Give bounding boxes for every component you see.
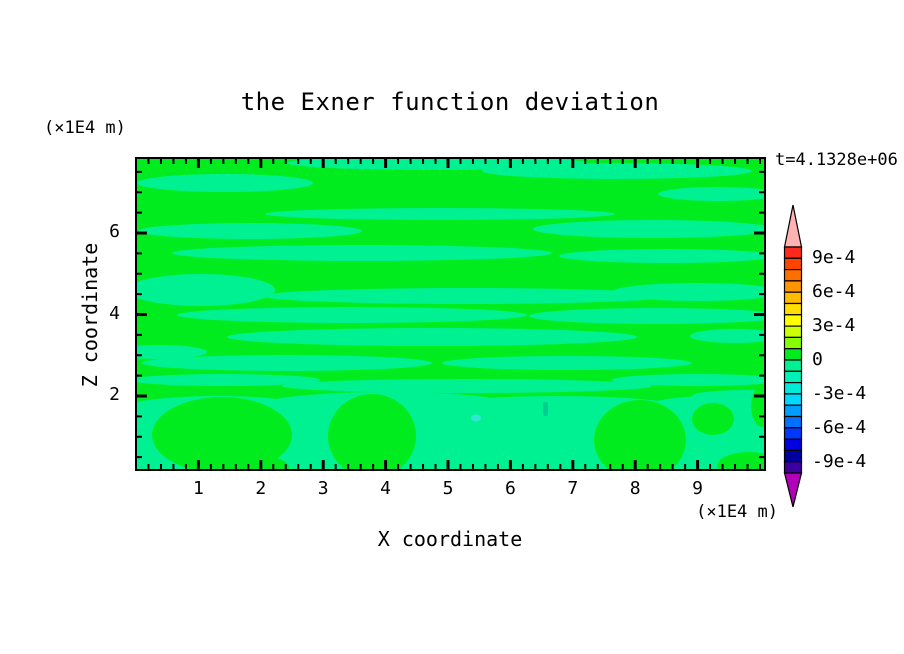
colorbar-segment — [783, 370, 803, 384]
contour-plot-area — [135, 157, 766, 471]
x-axis-unit-label: (×1E4 m) — [696, 502, 778, 522]
mint-streak — [690, 329, 764, 343]
mint-streak — [137, 274, 275, 306]
colorbar-bottom-arrow — [783, 472, 803, 508]
colorbar-segment — [783, 404, 803, 418]
colorbar-tick-label: 6e-4 — [812, 281, 856, 303]
plot-title: the Exner function deviation — [240, 88, 660, 116]
z-tick-label: 4 — [109, 302, 120, 324]
x-tick-label: 6 — [504, 478, 516, 499]
x-tick-label: 9 — [692, 478, 704, 499]
colorbar-segment — [783, 415, 803, 429]
colorbar-segment — [783, 246, 803, 259]
mint-streak — [142, 355, 432, 371]
green-blob — [328, 394, 416, 469]
x-axis-title: X coordinate — [377, 527, 523, 551]
green-blob — [717, 452, 764, 469]
colorbar-segment — [783, 393, 803, 406]
colorbar-tick-label: 0 — [812, 349, 823, 370]
colorbar-segment — [783, 268, 803, 282]
x-tick-label: 7 — [567, 478, 579, 499]
colorbar-segment — [783, 280, 803, 293]
colorbar-segment — [783, 314, 803, 327]
z-tick-label: 6 — [109, 221, 120, 242]
colorbar-tick-label: -3e-4 — [812, 382, 867, 404]
colorbar-tick-label: -6e-4 — [812, 416, 867, 438]
mint-streak — [442, 356, 692, 370]
mint-streak — [177, 307, 527, 323]
x-tick-label: 2 — [255, 478, 267, 499]
x-tick-label: 3 — [317, 478, 329, 499]
mint-streak — [533, 220, 764, 238]
colorbar-segment — [783, 438, 803, 452]
green-blob — [692, 403, 734, 435]
mint-streak — [658, 187, 764, 201]
contour-field — [137, 159, 764, 469]
colorbar-segment — [783, 336, 803, 350]
mint-streak — [559, 249, 764, 263]
mint-streak — [529, 308, 764, 324]
colorbar-top-arrow — [783, 204, 803, 248]
colorbar-segment — [783, 257, 803, 271]
z-axis-unit-label: (×1E4 m) — [44, 118, 126, 138]
turquoise-speck — [471, 414, 481, 422]
z-tick-label: 2 — [109, 384, 120, 405]
x-tick-label: 8 — [629, 478, 641, 499]
x-tick-label: 5 — [442, 478, 454, 499]
colorbar-tick-label: 9e-4 — [812, 247, 856, 269]
colorbar-segment — [783, 461, 803, 474]
colorbar-segment — [783, 291, 803, 305]
colorbar — [783, 204, 803, 508]
colorbar-segment — [783, 348, 803, 361]
mint-streak — [137, 345, 207, 359]
mint-streak — [265, 208, 615, 220]
green-blob — [152, 397, 292, 469]
green-blob — [594, 400, 686, 469]
mint-streak — [138, 223, 362, 239]
colorbar-segment — [783, 449, 803, 463]
mint-streak — [612, 374, 764, 386]
colorbar-segment — [783, 382, 803, 395]
colorbar-segment — [783, 302, 803, 316]
colorbar-segment — [783, 359, 803, 372]
x-tick-label: 4 — [380, 478, 392, 499]
mint-streak — [612, 283, 764, 301]
mint-streak — [137, 174, 313, 192]
colorbar-segment — [783, 325, 803, 338]
mint-streak — [482, 163, 752, 179]
x-tick-label: 1 — [192, 478, 204, 499]
mint-streak — [262, 288, 672, 304]
teal-dash — [543, 402, 548, 416]
time-annotation: t=4.1328e+06 — [775, 150, 898, 170]
mint-streak — [282, 379, 652, 393]
mint-streak — [227, 328, 637, 346]
mint-streak — [137, 374, 320, 386]
colorbar-segment — [783, 427, 803, 440]
colorbar-tick-label: -9e-4 — [812, 450, 867, 472]
colorbar-tick-label: 3e-4 — [812, 315, 856, 337]
mint-streak — [172, 245, 552, 261]
